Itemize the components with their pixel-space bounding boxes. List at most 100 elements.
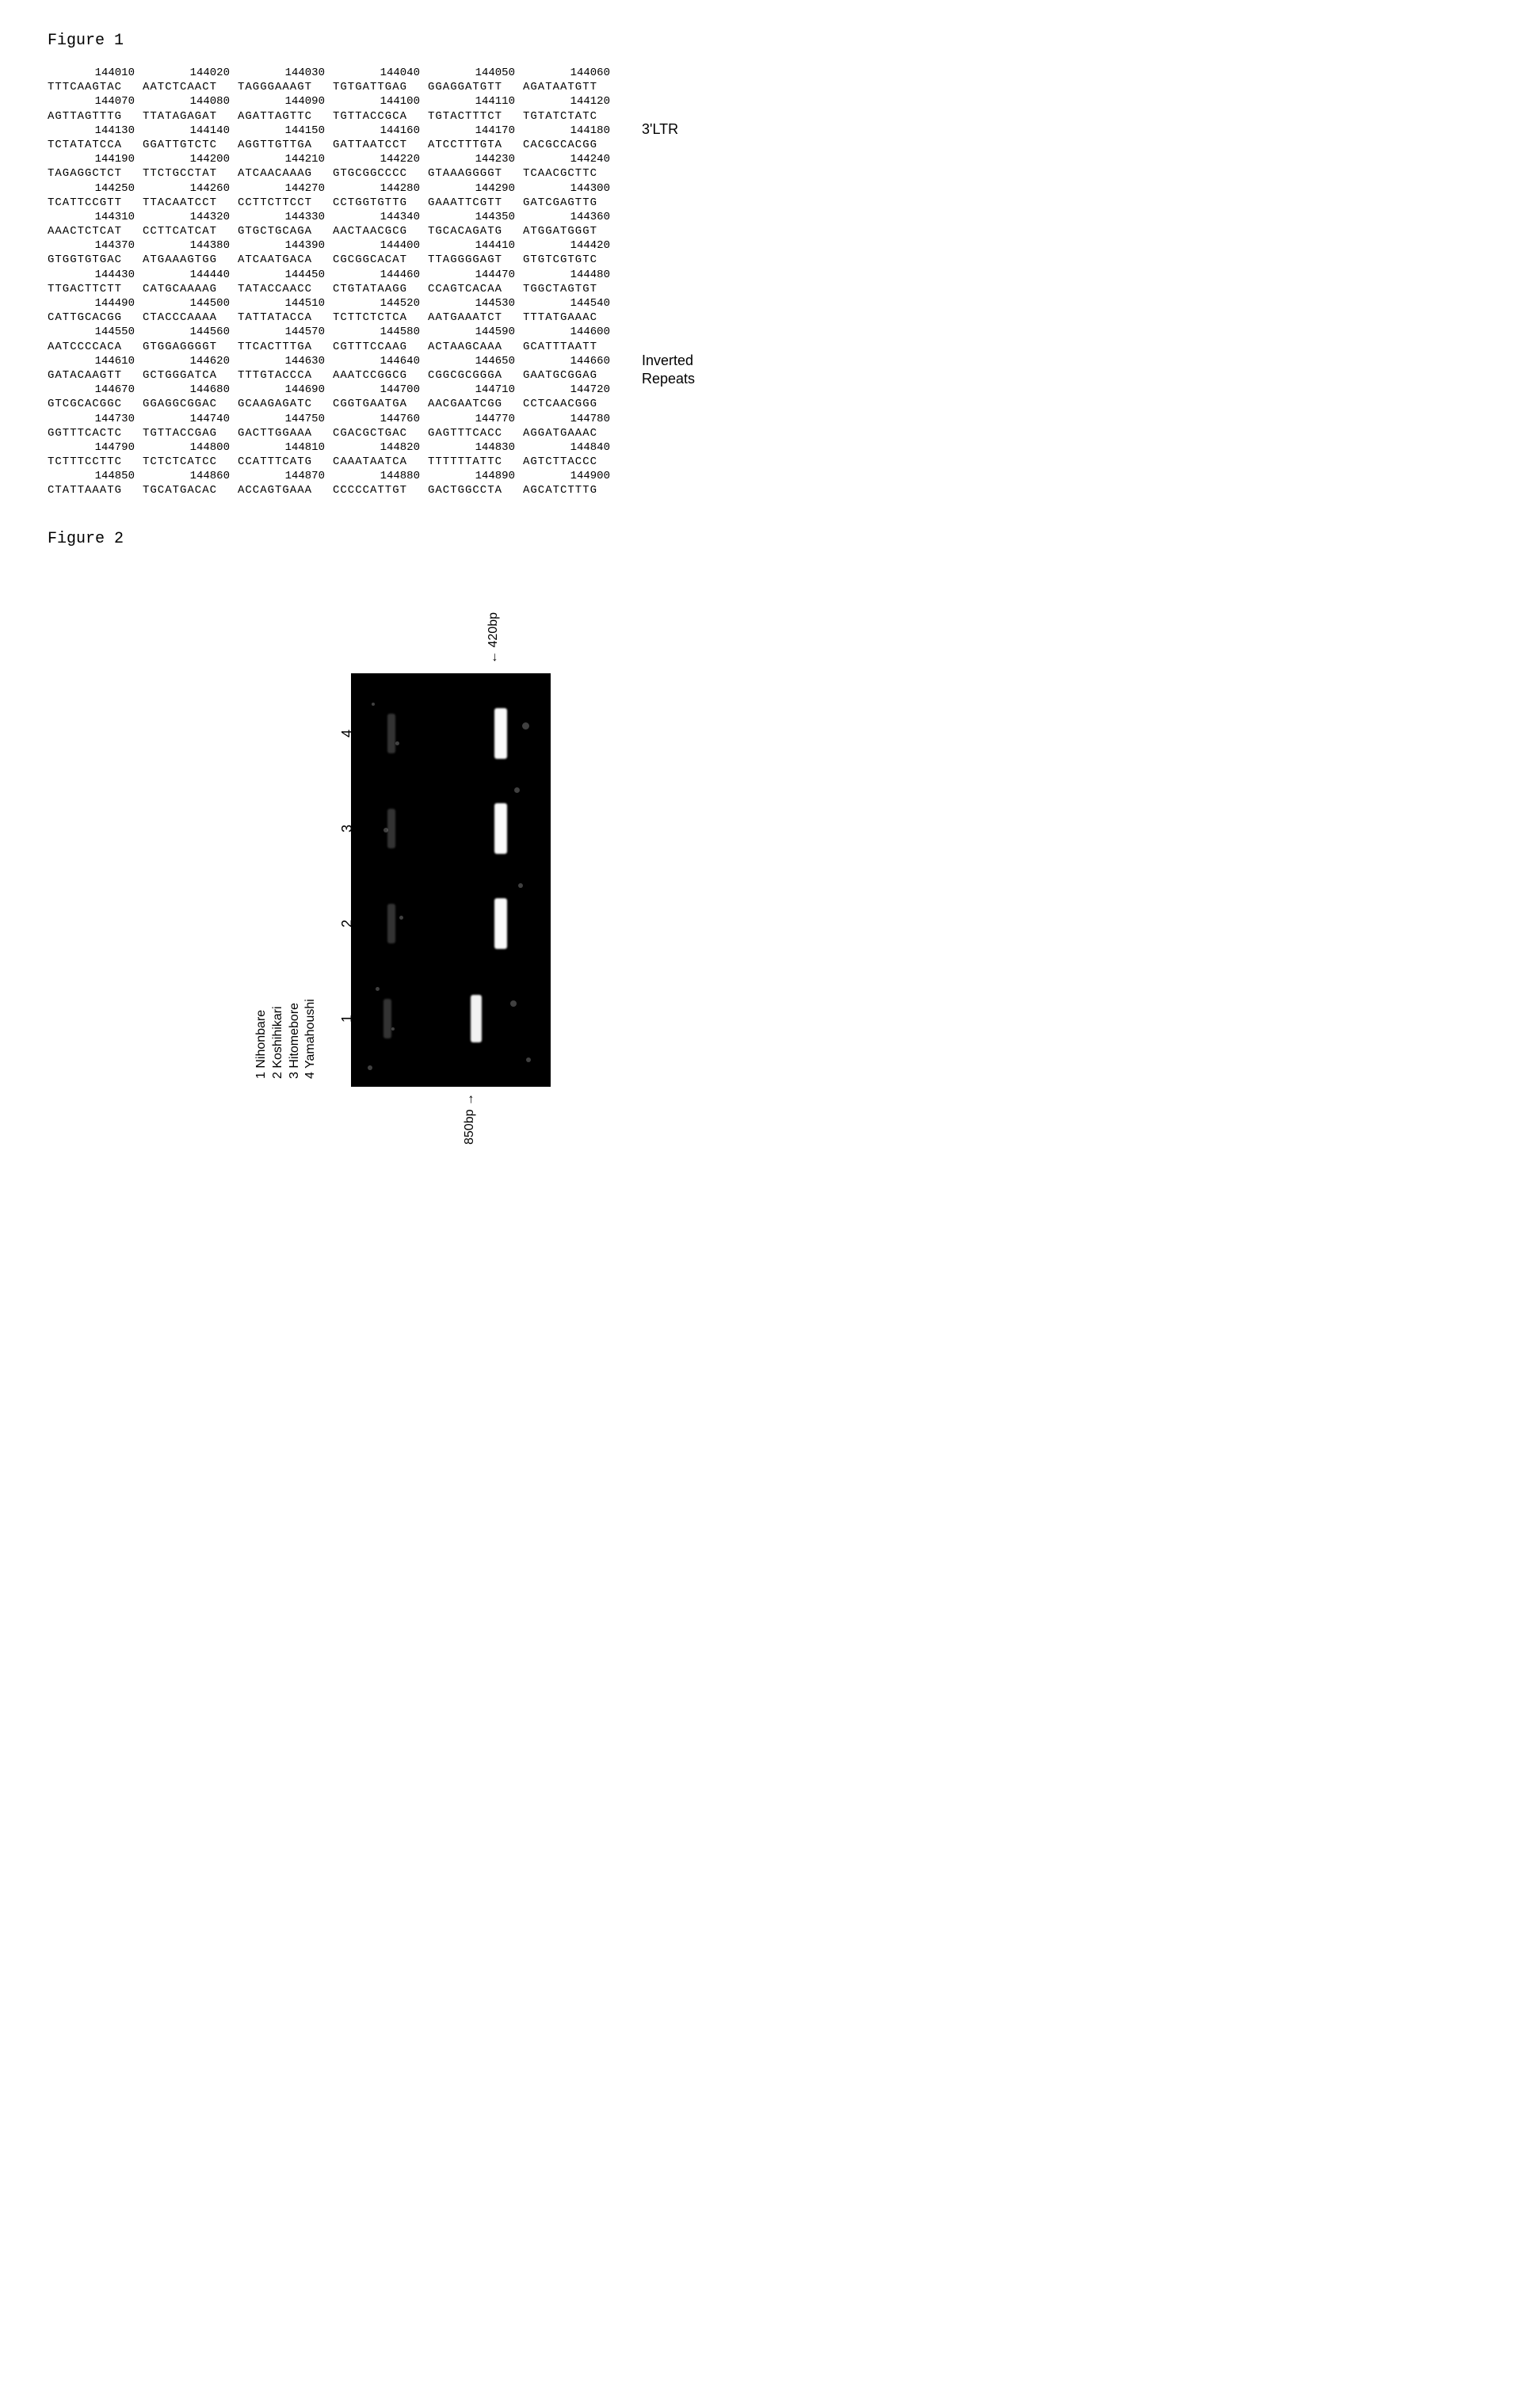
sequence-position: 144660 [523,354,618,368]
gel-lane: 2 [360,888,542,959]
sequence-chunk: TATTATACCA [238,311,333,325]
legend-item: 2 Koshihikari [270,675,287,1079]
sequence-position: 144120 [523,94,618,109]
sequence-position: 144720 [523,383,618,397]
figure-2-rotated: 1 Nihonbare2 Koshihikari3 Hitomebore4 Ya… [254,675,551,1087]
sequence-position: 144790 [48,440,143,455]
sequence-position: 144420 [523,238,618,253]
sequence-chunk: AATGAAATCT [428,311,523,325]
sequence-chunk: TCAACGCTTC [523,166,618,181]
sequence-row: TCTATATCCAGGATTGTCTCAGGTTGTTGAGATTAATCCT… [48,138,618,152]
sequence-position: 144280 [333,181,428,196]
sequence-position: 144620 [143,354,238,368]
figure-2-container: 1 Nihonbare2 Koshihikari3 Hitomebore4 Ya… [48,1087,1478,1657]
sequence-position: 144650 [428,354,523,368]
sequence-position: 144200 [143,152,238,166]
gel-noise [391,1027,395,1031]
sequence-position-row: 144670144680144690144700144710144720 [48,383,618,397]
sequence-chunk: GGATTGTCTC [143,138,238,152]
sequence-chunk: CTGTATAAGG [333,282,428,296]
legend-item: 1 Nihonbare [254,675,270,1079]
sequence-chunk: TGTATCTATC [523,109,618,124]
sequence-chunk: AGATTAGTTC [238,109,333,124]
sequence-position: 144410 [428,238,523,253]
sequence-position: 144320 [143,210,238,224]
sequence-position: 144560 [143,325,238,339]
sequence-chunk: CCTTCTTCCT [238,196,333,210]
sequence-position-row: 144070144080144090144100144110144120 [48,94,618,109]
sequence-position: 144330 [238,210,333,224]
gel-noise [372,703,375,706]
sequence-position-row: 144250144260144270144280144290144300 [48,181,618,196]
sequence-position: 144160 [333,124,428,138]
sequence-position: 144240 [523,152,618,166]
sequence-row: GTCGCACGGCGGAGGCGGACGCAAGAGATCCGGTGAATGA… [48,397,618,411]
sequence-position: 144850 [48,469,143,483]
sequence-block: 144010144020144030144040144050144060TTTC… [48,66,618,498]
sequence-position: 144840 [523,440,618,455]
figure-1-container: 144010144020144030144040144050144060TTTC… [48,66,1478,498]
sequence-chunk: AGGATGAAAC [523,426,618,440]
sequence-position: 144810 [238,440,333,455]
sequence-row: TAGAGGCTCTTTCTGCCTATATCAACAAAGGTGCGGCCCC… [48,166,618,181]
sequence-position: 144360 [523,210,618,224]
sequence-chunk: CAAATAATCA [333,455,428,469]
sequence-position-row: 144850144860144870144880144890144900 [48,469,618,483]
sequence-position: 144740 [143,412,238,426]
sequence-position-row: 144370144380144390144400144410144420 [48,238,618,253]
gel-noise [383,828,388,833]
sequence-position: 144020 [143,66,238,80]
sequence-position: 144130 [48,124,143,138]
sequence-position: 144250 [48,181,143,196]
sequence-position: 144400 [333,238,428,253]
gel-band [494,898,507,949]
sequence-chunk: TTTGTACCCA [238,368,333,383]
sequence-chunk: ATCAATGACA [238,253,333,267]
sequence-chunk: GTGTCGTGTC [523,253,618,267]
sequence-position: 144010 [48,66,143,80]
sequence-position: 144430 [48,268,143,282]
sequence-chunk: ATGGATGGGT [523,224,618,238]
gel-noise [399,916,403,920]
sequence-position: 144190 [48,152,143,166]
sequence-chunk: TTTATGAAAC [523,311,618,325]
sequence-chunk: CGGTGAATGA [333,397,428,411]
sequence-position: 144880 [333,469,428,483]
sequence-chunk: CTATTAAATG [48,483,143,497]
sequence-row: TCTTTCCTTCTCTCTCATCCCCATTTCATGCAAATAATCA… [48,455,618,469]
figure-2-label: Figure 2 [48,530,1478,548]
sequence-position: 144050 [428,66,523,80]
sequence-row: CTATTAAATGTGCATGACACACCAGTGAAACCCCCATTGT… [48,483,618,497]
sequence-position: 144260 [143,181,238,196]
sequence-chunk: TCTATATCCA [48,138,143,152]
sequence-chunk: TAGGGAAAGT [238,80,333,94]
sequence-row: AATCCCCACAGTGGAGGGGTTTCACTTTGACGTTTCCAAG… [48,340,618,354]
lane-label: 4 [339,698,356,769]
sequence-chunk: AGATAATGTT [523,80,618,94]
sequence-chunk: GCATTTAATT [523,340,618,354]
sequence-row: AAACTCTCATCCTTCATCATGTGCTGCAGAAACTAACGCG… [48,224,618,238]
sequence-position: 144570 [238,325,333,339]
sequence-chunk: TCTTCTCTCA [333,311,428,325]
sequence-position: 144630 [238,354,333,368]
sequence-chunk: ATCCTTTGTA [428,138,523,152]
annotation-inverted-repeats: Inverted Repeats [642,352,695,389]
gel-image: 850bp → ← 420bp 1234 [351,673,551,1087]
sequence-chunk: TTCTGCCTAT [143,166,238,181]
annotation-column: 3'LTR Inverted Repeats [642,66,695,389]
sequence-row: AGTTAGTTTGTTATAGAGATAGATTAGTTCTGTTACCGCA… [48,109,618,124]
sequence-position: 144370 [48,238,143,253]
sequence-chunk: TTCACTTTGA [238,340,333,354]
sequence-position: 144230 [428,152,523,166]
sequence-position: 144670 [48,383,143,397]
sequence-chunk: GGAGGATGTT [428,80,523,94]
sequence-chunk: GTAAAGGGGT [428,166,523,181]
sequence-position-row: 144310144320144330144340144350144360 [48,210,618,224]
sequence-position-row: 144190144200144210144220144230144240 [48,152,618,166]
gel-noise [514,787,520,793]
sequence-position: 144480 [523,268,618,282]
sequence-position: 144110 [428,94,523,109]
sequence-chunk: AACTAACGCG [333,224,428,238]
sequence-chunk: AATCCCCACA [48,340,143,354]
sequence-chunk: CGCGGCACAT [333,253,428,267]
